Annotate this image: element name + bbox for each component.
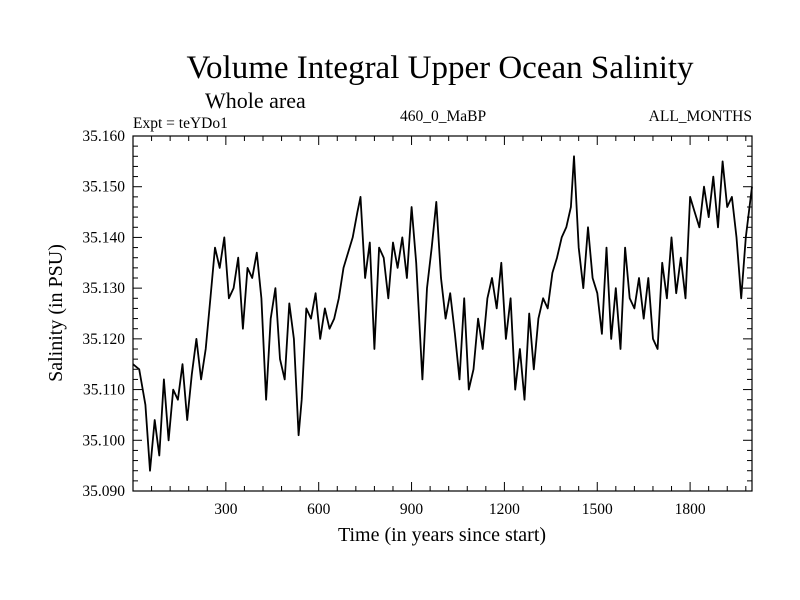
y-tick-label: 35.160 [82,128,125,145]
x-tick-label: 1500 [582,501,613,518]
y-tick-label: 35.090 [82,483,125,500]
y-tick-label: 35.120 [82,331,125,348]
x-axis-label: Time (in years since start) [338,524,546,546]
x-tick-label: 300 [214,501,238,518]
x-tick-label: 1800 [675,501,706,518]
y-tick-label: 35.100 [82,432,125,449]
period-label: 460_0_MaBP [400,108,486,125]
series-line-salinity [132,155,753,472]
y-tick-label: 35.150 [82,179,125,196]
x-tick-labels: 300 600 900 1200 1500 1800 [214,501,706,518]
plot-frame [132,135,753,492]
axis-ticks [133,135,752,492]
y-tick-labels: 35.090 35.100 35.110 35.120 35.130 35.140 35.1… [82,128,125,500]
y-tick-label: 35.110 [83,382,125,399]
x-tick-label: 600 [307,501,331,518]
y-tick-label: 35.130 [82,280,125,297]
months-label: ALL_MONTHS [649,108,752,125]
x-tick-label: 900 [400,501,424,518]
chart-subtitle: Whole area [205,88,306,113]
y-tick-label: 35.140 [82,229,125,246]
y-axis-label: Salinity (in PSU) [45,244,67,382]
experiment-label: Expt = teYDo1 [133,115,228,132]
chart-title: Volume Integral Upper Ocean Salinity [186,50,694,86]
x-tick-label: 1200 [489,501,520,518]
